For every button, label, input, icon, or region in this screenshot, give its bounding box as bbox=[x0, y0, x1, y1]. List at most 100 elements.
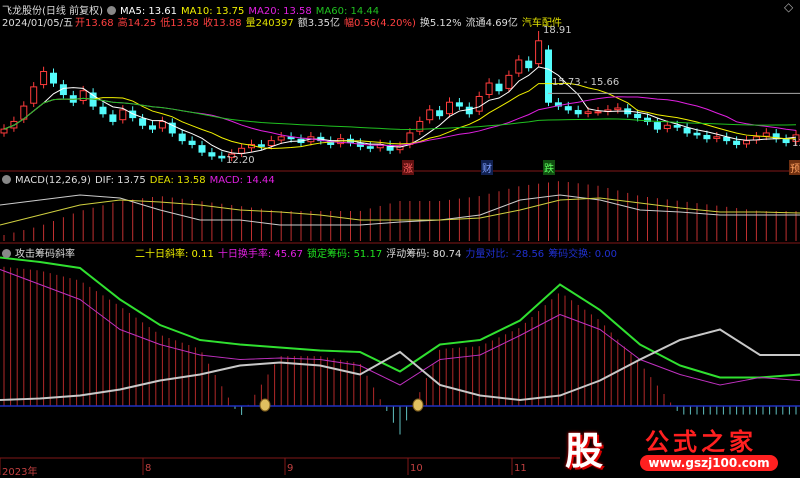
dropdown-icon[interactable] bbox=[2, 249, 11, 258]
candle bbox=[0, 128, 8, 134]
date: 2024/01/05/五 bbox=[2, 18, 74, 29]
ma5-line bbox=[3, 66, 797, 155]
macd-header: MACD(12,26,9) DIF: 13.75 DEA: 13.58 MACD: 1… bbox=[2, 175, 279, 186]
dea-value: DEA: 13.58 bbox=[149, 175, 206, 186]
exchange-value: 筹码交换: 0.00 bbox=[548, 249, 618, 260]
candle bbox=[396, 145, 404, 151]
candle bbox=[614, 107, 622, 111]
candle bbox=[475, 95, 483, 112]
low: 低13.58 bbox=[160, 18, 199, 29]
candle bbox=[673, 125, 681, 128]
ma5-value: MA5: 13.61 bbox=[119, 6, 177, 17]
dif-line bbox=[0, 194, 800, 226]
indicator-header: 攻击筹码斜率 二十日斜率: 0.11 十日换手率: 45.67 锁定筹码: 51.17… bbox=[2, 245, 621, 260]
candle bbox=[663, 124, 671, 130]
candle bbox=[158, 120, 166, 129]
low-label: 12.20 bbox=[226, 155, 255, 166]
marker-forecast[interactable]: 预 bbox=[789, 160, 800, 175]
candle bbox=[525, 60, 533, 69]
marker-finance[interactable]: 财 bbox=[481, 160, 493, 175]
date-label: 10 bbox=[410, 463, 423, 474]
candle bbox=[782, 138, 790, 144]
candle bbox=[119, 109, 127, 121]
amount: 额3.35亿 bbox=[297, 18, 341, 29]
candle bbox=[634, 113, 642, 119]
magenta-line bbox=[0, 269, 800, 386]
candle bbox=[188, 140, 196, 145]
header-row-1: 飞龙股份(日线 前复权) MA5: 13.61 MA10: 13.75 MA20: 1… bbox=[2, 2, 383, 17]
green-line bbox=[0, 256, 800, 379]
candle bbox=[139, 118, 147, 126]
candle bbox=[792, 134, 800, 142]
logo-url: www.gszj100.com bbox=[640, 455, 778, 471]
candle bbox=[545, 49, 552, 103]
change: 幅0.56(4.20%) bbox=[344, 18, 416, 29]
candle bbox=[505, 74, 513, 89]
float: 流通4.69亿 bbox=[465, 18, 518, 29]
candle bbox=[762, 132, 770, 137]
candle bbox=[594, 111, 602, 114]
candle bbox=[416, 120, 424, 132]
header-row-2: 2024/01/05/五 开13.68 高14.25 低13.58 收13.88 量240… bbox=[2, 14, 566, 29]
candle bbox=[198, 145, 206, 153]
candle bbox=[267, 140, 275, 147]
candle bbox=[743, 140, 750, 145]
marker-fall[interactable]: 跌 bbox=[543, 160, 555, 175]
volume: 量240397 bbox=[245, 18, 294, 29]
macd-value: MACD: 14.44 bbox=[209, 175, 275, 186]
candle bbox=[178, 133, 186, 142]
candle bbox=[564, 106, 572, 111]
candle bbox=[238, 147, 246, 154]
candle bbox=[515, 59, 523, 74]
candle bbox=[723, 136, 731, 142]
candle bbox=[168, 122, 176, 134]
candle bbox=[653, 122, 661, 130]
candle bbox=[30, 86, 38, 104]
candle bbox=[455, 102, 463, 107]
floating-value: 浮动筹码: 80.74 bbox=[386, 249, 462, 260]
candle bbox=[446, 101, 453, 115]
ma10-value: MA10: 13.75 bbox=[181, 6, 245, 17]
date-label: 9 bbox=[287, 463, 294, 474]
date-label: 8 bbox=[145, 463, 152, 474]
high: 高14.25 bbox=[117, 18, 157, 29]
candle bbox=[50, 72, 57, 84]
ma20-value: MA20: 13.58 bbox=[248, 6, 312, 17]
candle bbox=[426, 109, 434, 121]
power-value: 力量对比: -28.56 bbox=[465, 249, 545, 260]
dropdown-icon[interactable] bbox=[106, 6, 116, 15]
ma60-line bbox=[3, 97, 797, 130]
ma60-value: MA60: 14.44 bbox=[315, 6, 380, 17]
candle bbox=[644, 117, 651, 122]
candle bbox=[228, 153, 236, 158]
sector[interactable]: 汽车配件 bbox=[521, 18, 562, 29]
logo-icon: 股 bbox=[565, 429, 604, 473]
dif-value: DIF: 13.75 bbox=[94, 175, 146, 186]
money-bag-icon bbox=[259, 398, 271, 412]
candle bbox=[257, 144, 265, 147]
diamond-icon[interactable]: ◇ bbox=[784, 0, 794, 14]
candle bbox=[584, 111, 592, 114]
candle bbox=[733, 140, 741, 145]
candle bbox=[485, 82, 493, 95]
candle bbox=[40, 71, 48, 86]
candle bbox=[129, 110, 137, 119]
indicator-title: 攻击筹码斜率 bbox=[15, 249, 75, 260]
dropdown-icon[interactable] bbox=[2, 175, 11, 184]
candle bbox=[208, 152, 216, 157]
turnover: 换5.12% bbox=[419, 18, 462, 29]
candle bbox=[366, 146, 374, 149]
slope-value: 二十日斜率: 0.11 bbox=[135, 249, 214, 260]
candle bbox=[99, 106, 107, 115]
white-line bbox=[0, 328, 800, 402]
marker-rise[interactable]: 涨 bbox=[402, 160, 414, 175]
candle bbox=[683, 127, 691, 134]
ma10-line bbox=[3, 82, 796, 150]
locked-value: 锁定筹码: 51.17 bbox=[307, 249, 383, 260]
turnover-value: 十日换手率: 45.67 bbox=[217, 249, 304, 260]
candle bbox=[693, 132, 701, 136]
dea-line bbox=[0, 197, 800, 226]
date-label: 2023年 bbox=[2, 467, 38, 478]
candle bbox=[703, 134, 711, 140]
